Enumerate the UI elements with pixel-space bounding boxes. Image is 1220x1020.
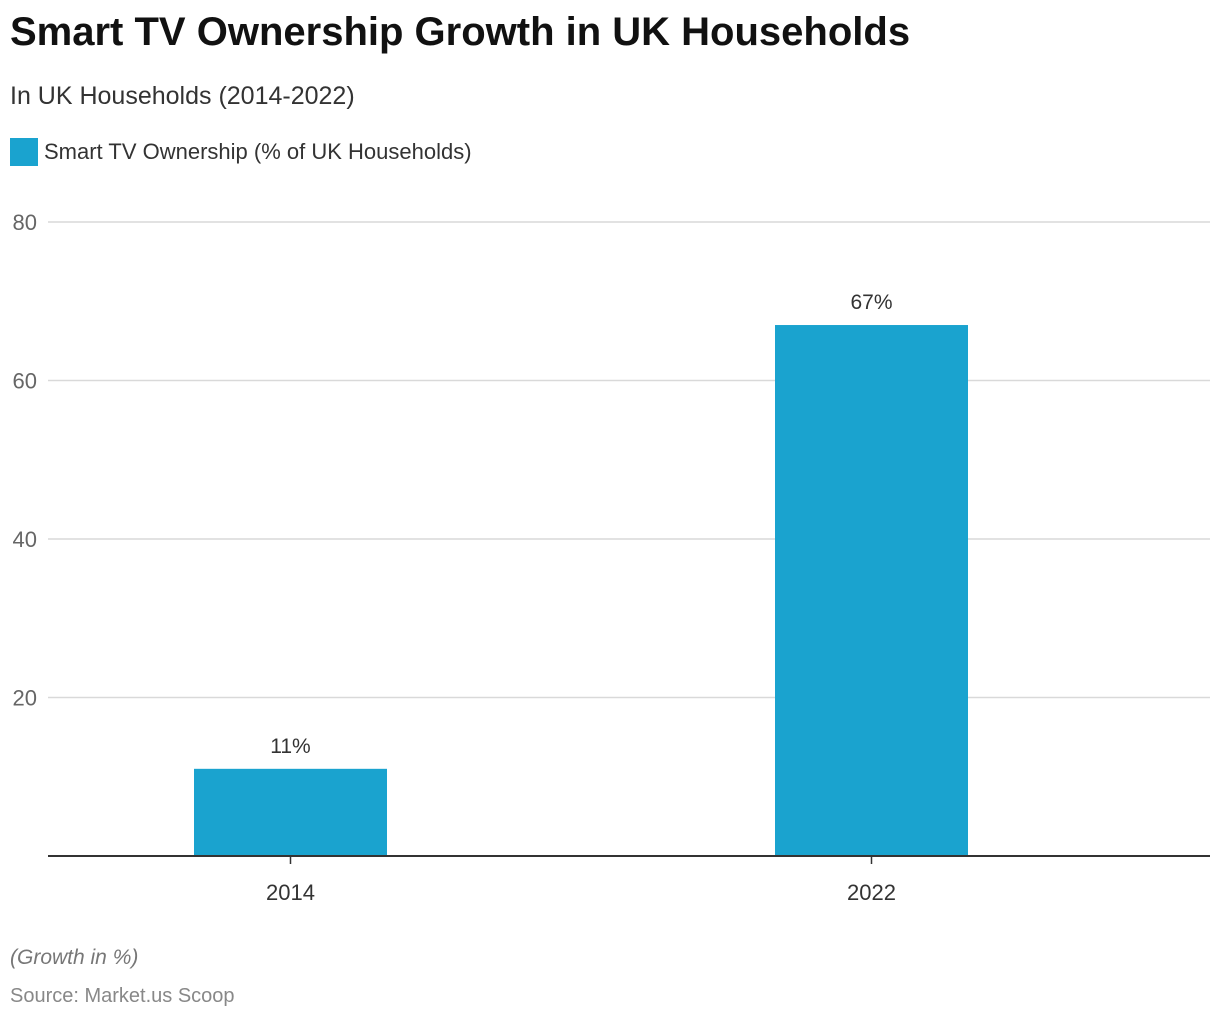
bar-2014	[194, 768, 387, 856]
y-tick-label: 40	[13, 527, 37, 552]
data-label: 11%	[270, 735, 310, 758]
chart-subtitle: In UK Households (2014-2022)	[10, 82, 355, 110]
legend-label: Smart TV Ownership (% of UK Households)	[44, 139, 472, 164]
y-tick-label: 60	[13, 369, 37, 394]
legend-swatch	[10, 138, 38, 166]
x-tick-label: 2014	[266, 880, 315, 905]
bar-2022	[775, 325, 968, 856]
source-text: Source: Market.us Scoop	[10, 985, 235, 1007]
legend: Smart TV Ownership (% of UK Households)	[10, 138, 472, 166]
chart-title: Smart TV Ownership Growth in UK Househol…	[10, 10, 911, 54]
data-label: 67%	[850, 291, 892, 314]
x-tick-label: 2022	[847, 880, 896, 905]
y-tick-label: 20	[13, 686, 37, 711]
y-tick-label: 80	[13, 210, 37, 235]
chart-note: (Growth in %)	[10, 946, 139, 969]
